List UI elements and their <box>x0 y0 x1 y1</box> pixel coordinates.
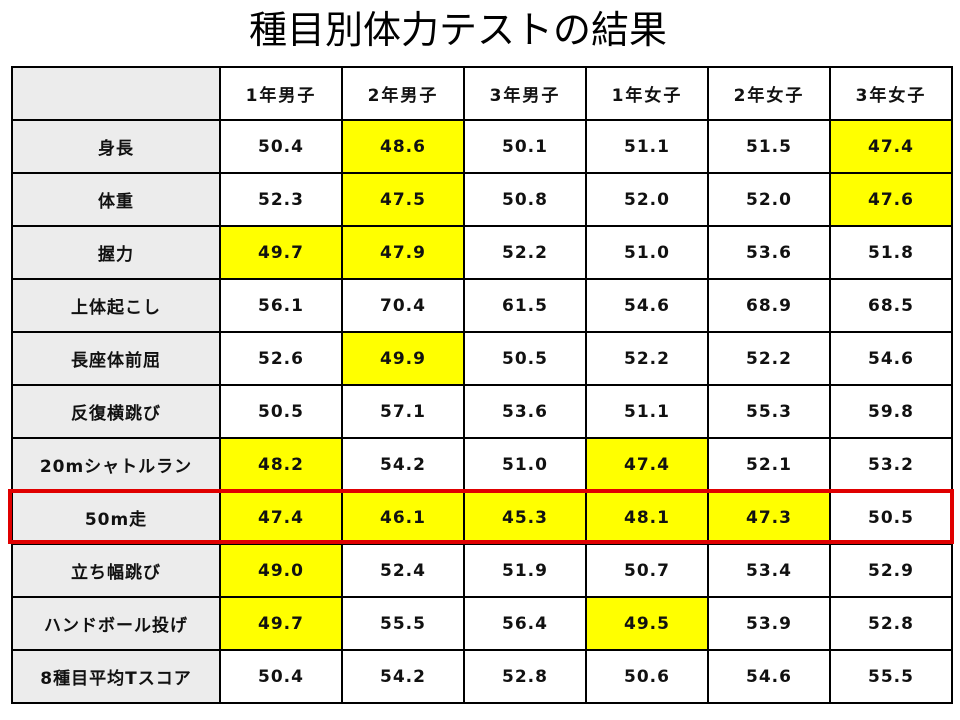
table-row: 身長 50.4 48.6 50.1 51.1 51.5 47.4 <box>11 119 953 174</box>
score-cell: 48.2 <box>219 437 343 492</box>
score-cell: 52.8 <box>829 596 953 651</box>
score-cell: 49.0 <box>219 543 343 598</box>
score-cell: 48.1 <box>585 490 709 545</box>
score-cell: 57.1 <box>341 384 465 439</box>
score-cell: 59.8 <box>829 384 953 439</box>
page-title: 種目別体力テストの結果 <box>248 8 667 52</box>
table-row: ハンドボール投げ 49.7 55.5 56.4 49.5 53.9 52.8 <box>11 596 953 651</box>
column-header: 2年女子 <box>707 66 831 121</box>
score-cell: 56.1 <box>219 278 343 333</box>
score-cell: 48.6 <box>341 119 465 174</box>
score-cell: 53.6 <box>463 384 587 439</box>
score-cell: 52.4 <box>341 543 465 598</box>
score-cell: 52.0 <box>585 172 709 227</box>
score-cell: 52.1 <box>707 437 831 492</box>
table-row: 長座体前屈 52.6 49.9 50.5 52.2 52.2 54.6 <box>11 331 953 386</box>
score-cell: 51.1 <box>585 384 709 439</box>
score-cell: 47.4 <box>829 119 953 174</box>
score-cell: 51.1 <box>585 119 709 174</box>
column-header: 3年男子 <box>463 66 587 121</box>
score-cell: 49.7 <box>219 596 343 651</box>
score-cell: 70.4 <box>341 278 465 333</box>
score-cell: 51.0 <box>585 225 709 280</box>
score-cell: 47.9 <box>341 225 465 280</box>
score-cell: 51.8 <box>829 225 953 280</box>
score-cell: 50.1 <box>463 119 587 174</box>
table-row: 反復横跳び 50.5 57.1 53.6 51.1 55.3 59.8 <box>11 384 953 439</box>
score-cell: 53.6 <box>707 225 831 280</box>
score-cell: 52.2 <box>463 225 587 280</box>
score-cell: 54.2 <box>341 649 465 704</box>
corner-cell <box>11 66 221 121</box>
score-cell: 55.5 <box>341 596 465 651</box>
score-cell: 45.3 <box>463 490 587 545</box>
score-cell: 50.5 <box>219 384 343 439</box>
score-cell: 54.2 <box>341 437 465 492</box>
row-label: 50m走 <box>11 490 221 545</box>
score-cell: 56.4 <box>463 596 587 651</box>
table-row: 上体起こし 56.1 70.4 61.5 54.6 68.9 68.5 <box>11 278 953 333</box>
score-cell: 50.6 <box>585 649 709 704</box>
score-cell: 50.4 <box>219 119 343 174</box>
score-cell: 50.7 <box>585 543 709 598</box>
score-cell: 47.3 <box>707 490 831 545</box>
row-label: 身長 <box>11 119 221 174</box>
score-cell: 52.8 <box>463 649 587 704</box>
results-table: 1年男子 2年男子 3年男子 1年女子 2年女子 3年女子 身長 50.4 48.6… <box>11 66 953 704</box>
score-cell: 50.8 <box>463 172 587 227</box>
table-row: 20mシャトルラン 48.2 54.2 51.0 47.4 52.1 53.2 <box>11 437 953 492</box>
score-cell: 53.2 <box>829 437 953 492</box>
score-cell: 47.4 <box>585 437 709 492</box>
score-cell: 53.4 <box>707 543 831 598</box>
score-cell: 68.5 <box>829 278 953 333</box>
column-header: 3年女子 <box>829 66 953 121</box>
column-header: 2年男子 <box>341 66 465 121</box>
score-cell: 54.6 <box>707 649 831 704</box>
score-cell: 61.5 <box>463 278 587 333</box>
score-cell: 52.9 <box>829 543 953 598</box>
score-cell: 47.5 <box>341 172 465 227</box>
score-cell: 50.5 <box>829 490 953 545</box>
row-label: 20mシャトルラン <box>11 437 221 492</box>
score-cell: 47.6 <box>829 172 953 227</box>
table-row: 体重 52.3 47.5 50.8 52.0 52.0 47.6 <box>11 172 953 227</box>
row-label: 立ち幅跳び <box>11 543 221 598</box>
score-cell: 49.7 <box>219 225 343 280</box>
score-cell: 47.4 <box>219 490 343 545</box>
score-cell: 52.6 <box>219 331 343 386</box>
row-label: 長座体前屈 <box>11 331 221 386</box>
row-label: 上体起こし <box>11 278 221 333</box>
row-label: ハンドボール投げ <box>11 596 221 651</box>
table-row: 8種目平均Tスコア 50.4 54.2 52.8 50.6 54.6 55.5 <box>11 649 953 704</box>
score-cell: 52.2 <box>585 331 709 386</box>
score-cell: 50.4 <box>219 649 343 704</box>
row-label: 握力 <box>11 225 221 280</box>
score-cell: 52.2 <box>707 331 831 386</box>
row-label: 8種目平均Tスコア <box>11 649 221 704</box>
score-cell: 51.5 <box>707 119 831 174</box>
score-cell: 55.5 <box>829 649 953 704</box>
score-cell: 49.5 <box>585 596 709 651</box>
score-cell: 51.9 <box>463 543 587 598</box>
score-cell: 49.9 <box>341 331 465 386</box>
header-row: 1年男子 2年男子 3年男子 1年女子 2年女子 3年女子 <box>11 66 953 121</box>
score-cell: 51.0 <box>463 437 587 492</box>
score-cell: 52.3 <box>219 172 343 227</box>
score-cell: 55.3 <box>707 384 831 439</box>
table-row: 50m走 47.4 46.1 45.3 48.1 47.3 50.5 <box>11 490 953 545</box>
row-label: 反復横跳び <box>11 384 221 439</box>
score-cell: 54.6 <box>829 331 953 386</box>
table-row: 立ち幅跳び 49.0 52.4 51.9 50.7 53.4 52.9 <box>11 543 953 598</box>
score-cell: 68.9 <box>707 278 831 333</box>
table-row: 握力 49.7 47.9 52.2 51.0 53.6 51.8 <box>11 225 953 280</box>
column-header: 1年男子 <box>219 66 343 121</box>
score-cell: 53.9 <box>707 596 831 651</box>
score-cell: 46.1 <box>341 490 465 545</box>
column-header: 1年女子 <box>585 66 709 121</box>
score-cell: 54.6 <box>585 278 709 333</box>
score-cell: 50.5 <box>463 331 587 386</box>
score-cell: 52.0 <box>707 172 831 227</box>
row-label: 体重 <box>11 172 221 227</box>
